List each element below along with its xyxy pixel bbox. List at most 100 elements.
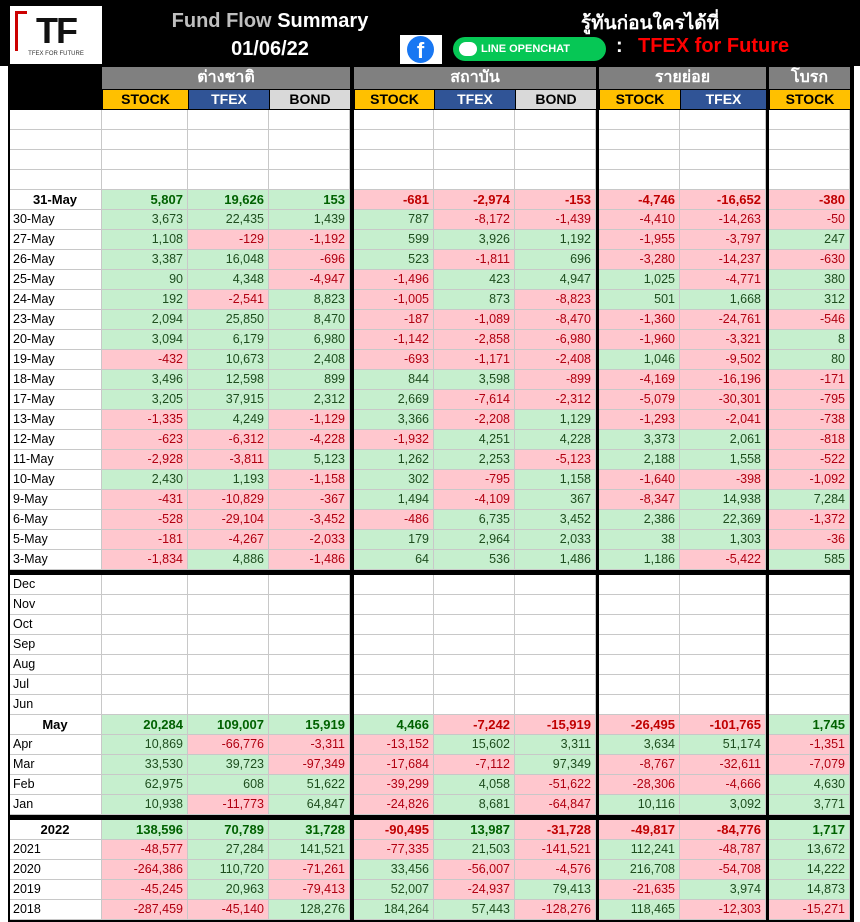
cell: -45,140 [188,900,269,920]
cell [515,170,596,190]
cell [769,595,850,615]
cell: -1,496 [354,270,434,290]
cell [354,675,434,695]
cell: -4,109 [434,490,515,510]
cell: 3,366 [354,410,434,430]
cell: -29,104 [188,510,269,530]
cell: -77,335 [354,840,434,860]
cell: -101,765 [680,715,766,735]
cell: -3,311 [269,735,350,755]
cell: 6,980 [269,330,350,350]
row-label: 30-May [10,210,102,230]
cell: -24,826 [354,795,434,815]
cell [599,675,680,695]
cell: -141,521 [515,840,596,860]
cell [188,575,269,595]
column-header: TFEX [435,90,515,109]
cell: -2,541 [188,290,269,310]
cell: 3,452 [515,510,596,530]
cell [269,595,350,615]
cell [515,695,596,715]
row-label: Oct [10,615,102,635]
cell [599,170,680,190]
cell: 1,108 [102,230,188,250]
cell: 4,249 [188,410,269,430]
cell: -1,834 [102,550,188,570]
cell [434,110,515,130]
cell: -4,410 [599,210,680,230]
cell: -8,767 [599,755,680,775]
cell: 14,938 [680,490,766,510]
group-header: ต่างชาติ [102,67,350,89]
cell: -1,293 [599,410,680,430]
cell: 3,205 [102,390,188,410]
cell: -30,301 [680,390,766,410]
cell: 64,847 [269,795,350,815]
title-a: Fund Flow [171,10,272,32]
cell [769,150,850,170]
cell: -15,919 [515,715,596,735]
row-label [10,150,102,170]
row-label: 12-May [10,430,102,450]
row-label: Mar [10,755,102,775]
row-label: 24-May [10,290,102,310]
cell [102,615,188,635]
cell: 57,443 [434,900,515,920]
cell [515,635,596,655]
cell: -8,172 [434,210,515,230]
cell: 16,048 [188,250,269,270]
cell: -1,005 [354,290,434,310]
cell: -398 [680,470,766,490]
cell: 523 [354,250,434,270]
cell: -64,847 [515,795,596,815]
cell: 4,947 [515,270,596,290]
cell: 1,486 [515,550,596,570]
cell: 2,408 [269,350,350,370]
cell: -171 [769,370,850,390]
cell: 10,116 [599,795,680,815]
cell [599,575,680,595]
row-label: Sep [10,635,102,655]
cell: 90 [102,270,188,290]
cell: 2,253 [434,450,515,470]
cell: 118,465 [599,900,680,920]
cell: -1,640 [599,470,680,490]
cell [769,695,850,715]
cell: -17,684 [354,755,434,775]
cell: 37,915 [188,390,269,410]
cell: 179 [354,530,434,550]
cell: -79,413 [269,880,350,900]
cell: -48,577 [102,840,188,860]
cell: -129 [188,230,269,250]
cell: -7,614 [434,390,515,410]
cell: 585 [769,550,850,570]
cell: 873 [434,290,515,310]
cell: 192 [102,290,188,310]
cell: -49,817 [599,820,680,840]
cell: -51,622 [515,775,596,795]
cell: -128,276 [515,900,596,920]
cell [354,695,434,715]
logo-caption: TFEX FOR FUTURE [28,51,84,57]
cell: 899 [269,370,350,390]
cell: 5,123 [269,450,350,470]
cell: 19,626 [188,190,269,210]
cell: -1,351 [769,735,850,755]
cell [102,110,188,130]
cell: -8,470 [515,310,596,330]
cell: -630 [769,250,850,270]
cell: -24,937 [434,880,515,900]
cell: 3,092 [680,795,766,815]
cell: 1,262 [354,450,434,470]
cell: 3,926 [434,230,515,250]
cell: 128,276 [269,900,350,920]
cell: -3,811 [188,450,269,470]
cell [680,575,766,595]
cell [680,695,766,715]
cell: -1,372 [769,510,850,530]
cell: 1,668 [680,290,766,310]
cell: -26,495 [599,715,680,735]
row-label: 18-May [10,370,102,390]
cell: -2,408 [515,350,596,370]
